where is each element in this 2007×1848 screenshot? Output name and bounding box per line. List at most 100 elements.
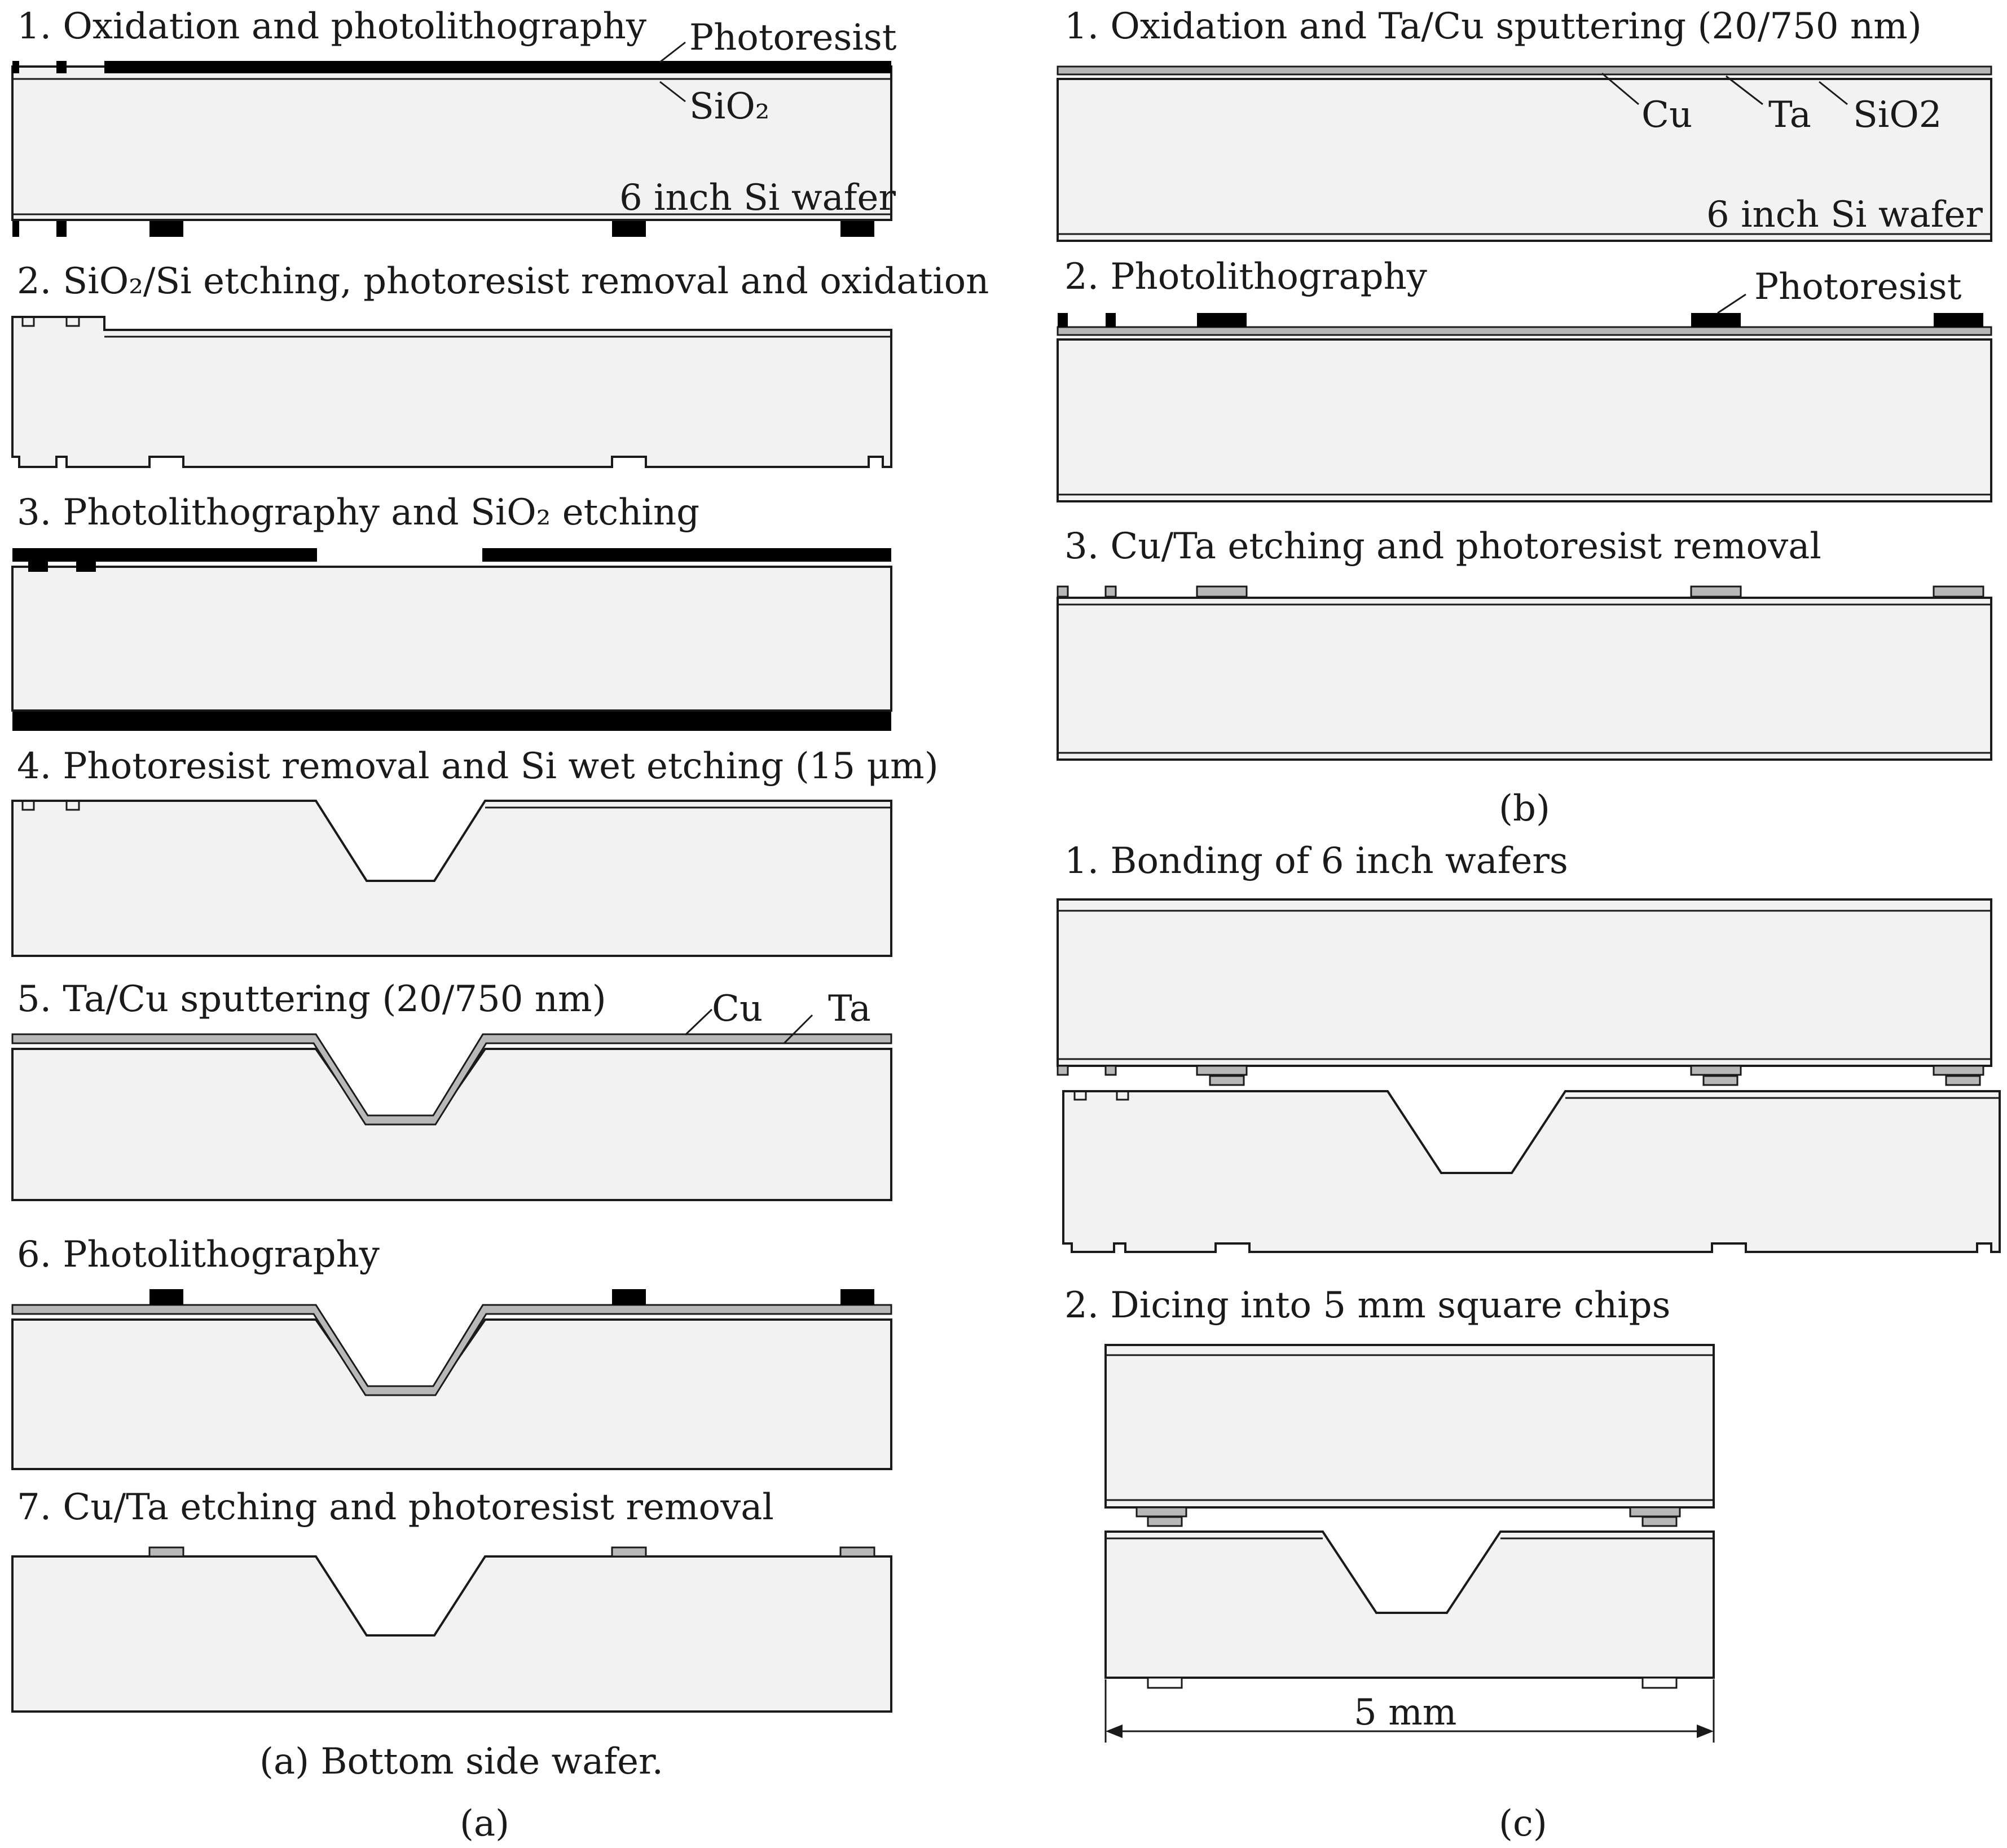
label-cu: Cu [1641, 94, 1692, 136]
leader-line [1717, 293, 1746, 314]
top-wafer [1057, 898, 1992, 1067]
cu-ta-film [11, 1033, 892, 1126]
cu-ta-film [11, 1304, 892, 1396]
arrowhead-left-icon [1106, 1724, 1123, 1738]
photoresist-bottom [612, 221, 646, 237]
photoresist-bottom [149, 221, 183, 237]
step-b3-title: 3. Cu/Ta etching and photoresist removal [1064, 526, 1821, 567]
photoresist-bottom [56, 221, 67, 237]
panel-c: 1. Bonding of 6 inch wafers 2. Dicing in… [1057, 840, 2001, 1845]
step-a3: 3. Photolithography and SiO₂ etching [11, 492, 892, 731]
cu-pad [1933, 585, 1984, 598]
photoresist-mark [1058, 313, 1068, 327]
cu-layer [1057, 65, 1992, 76]
si-wafer [1057, 78, 1992, 242]
step-b2: 2. Photolithography Photoresist [1057, 256, 1992, 502]
step-b1-title: 1. Oxidation and Ta/Cu sputtering (20/75… [1064, 6, 1922, 47]
step-b2-title: 2. Photolithography [1064, 256, 1427, 298]
leader-line [1819, 81, 1848, 105]
label-cu: Cu [712, 988, 763, 1030]
photoresist-pad [1934, 313, 1983, 327]
cu-layer [1057, 326, 1992, 336]
photoresist-top [104, 61, 891, 73]
cu-mark [1104, 585, 1117, 598]
step-b1: 1. Oxidation and Ta/Cu sputtering (20/75… [1057, 6, 1992, 242]
step-a3-title: 3. Photolithography and SiO₂ etching [17, 492, 699, 533]
step-a6-title: 6. Photolithography [17, 1234, 380, 1276]
photoresist-bottom [12, 712, 891, 731]
step-a1-title: 1. Oxidation and photolithography [17, 6, 646, 47]
dimension-label: 5 mm [1354, 1692, 1456, 1734]
label-photoresist: Photoresist [1754, 266, 1962, 308]
alignment-marks [1063, 1090, 1159, 1101]
cu-pad [611, 1546, 647, 1558]
si-wafer [11, 566, 892, 712]
step-a2-title: 2. SiO₂/Si etching, photoresist removal … [17, 261, 989, 302]
bond-pad-top [1690, 1065, 1742, 1076]
bond-pad-bottom [1641, 1516, 1678, 1527]
bond-pad-bottom [1147, 1516, 1183, 1527]
leader-line [1601, 72, 1639, 105]
photoresist-pad [1197, 313, 1247, 327]
arrowhead-right-icon [1697, 1724, 1714, 1738]
chip-top [1104, 1344, 1715, 1509]
chip-bottom [1104, 1531, 1715, 1679]
label-ta: Ta [828, 988, 871, 1030]
alignment-marks [12, 800, 104, 811]
step-a5: 5. Ta/Cu sputtering (20/750 nm) Cu Ta [11, 978, 892, 1201]
step-a4-title: 4. Photoresist removal and Si wet etchin… [17, 746, 939, 787]
si-wafer [1057, 597, 1992, 761]
bond-pad-top [1629, 1506, 1681, 1518]
step-a7-title: 7. Cu/Ta etching and photoresist removal [17, 1487, 774, 1528]
photoresist-mark [76, 562, 96, 572]
panel-b: 1. Oxidation and Ta/Cu sputtering (20/75… [1057, 6, 1992, 830]
cu-mark [1104, 1065, 1117, 1076]
step-c1: 1. Bonding of 6 inch wafers [1057, 840, 2001, 1253]
bond-pad-bottom [1209, 1075, 1245, 1086]
cu-pad [148, 1546, 184, 1558]
alignment-marks [12, 316, 104, 327]
leader-line [1726, 75, 1763, 105]
photoresist-top [12, 61, 19, 73]
backside-recess [1147, 1677, 1183, 1689]
panel-letter-a: (a) [460, 1803, 509, 1845]
bond-pad-top [1933, 1065, 1984, 1076]
step-a5-title: 5. Ta/Cu sputtering (20/750 nm) [17, 978, 606, 1020]
photoresist-pad [1691, 313, 1741, 327]
bond-pad-bottom [1945, 1075, 1981, 1086]
si-wafer-cavity [11, 1048, 892, 1201]
photoresist-bottom [12, 221, 19, 237]
photoresist-bottom [840, 221, 874, 237]
label-wafer: 6 inch Si wafer [1706, 194, 1983, 236]
panel-a: 1. Oxidation and photolithography Photor… [11, 6, 989, 1845]
bond-pad-top [1196, 1065, 1248, 1076]
label-photoresist: Photoresist [689, 17, 897, 59]
label-ta: Ta [1768, 94, 1811, 136]
leader-line [659, 41, 686, 63]
photoresist-top [12, 548, 317, 562]
step-c2-title: 2. Dicing into 5 mm square chips [1064, 1285, 1670, 1326]
cu-pad [839, 1546, 875, 1558]
label-sio2: SiO₂ [689, 86, 769, 127]
leader-line [783, 1014, 813, 1044]
step-a4: 4. Photoresist removal and Si wet etchin… [11, 746, 939, 957]
bond-pad-top [1135, 1506, 1187, 1518]
si-wafer-cavity [11, 800, 892, 957]
cu-mark [1057, 585, 1069, 598]
step-c2: 2. Dicing into 5 mm square chips 5 mm [1064, 1285, 1715, 1743]
bottom-wafer [1062, 1090, 2001, 1253]
si-wafer [1057, 338, 1992, 502]
panel-letter-b: (b) [1499, 788, 1550, 830]
si-wafer-etched [11, 316, 892, 468]
si-wafer-cavity [11, 1318, 892, 1470]
cu-pad [1690, 585, 1742, 598]
cu-pad [1196, 585, 1248, 598]
step-b3: 3. Cu/Ta etching and photoresist removal [1057, 526, 1992, 761]
photoresist-pad [840, 1289, 874, 1305]
leader-line [659, 81, 686, 103]
backside-recess [1641, 1677, 1678, 1689]
label-wafer: 6 inch Si wafer [619, 177, 896, 219]
photoresist-top [482, 548, 891, 562]
si-wafer [11, 65, 892, 221]
